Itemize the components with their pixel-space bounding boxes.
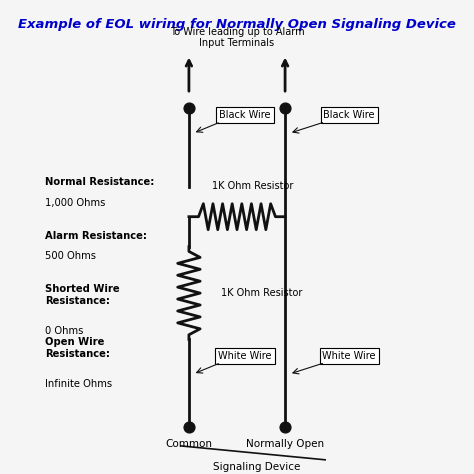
Text: Signaling Device: Signaling Device xyxy=(213,462,301,472)
Point xyxy=(185,104,193,112)
Text: Example of EOL wiring for Normally Open Signaling Device: Example of EOL wiring for Normally Open … xyxy=(18,18,456,31)
Text: Alarm Resistance:: Alarm Resistance: xyxy=(45,230,146,241)
Text: 1K Ohm Resistor: 1K Ohm Resistor xyxy=(221,288,302,298)
Point xyxy=(185,424,193,431)
Text: Normally Open: Normally Open xyxy=(246,439,324,449)
Text: Normal Resistance:: Normal Resistance: xyxy=(45,177,154,187)
Text: Shorted Wire
Resistance:: Shorted Wire Resistance: xyxy=(45,284,119,306)
Text: White Wire: White Wire xyxy=(322,351,376,361)
Text: 0 Ohms: 0 Ohms xyxy=(45,326,83,336)
Text: Black Wire: Black Wire xyxy=(219,110,271,120)
Text: Common: Common xyxy=(165,439,212,449)
Point xyxy=(281,104,289,112)
Text: 1K Ohm Resistor: 1K Ohm Resistor xyxy=(212,181,294,191)
Text: Open Wire
Resistance:: Open Wire Resistance: xyxy=(45,337,109,359)
Text: Black Wire: Black Wire xyxy=(323,110,375,120)
Text: Infinite Ohms: Infinite Ohms xyxy=(45,379,112,389)
Text: 500 Ohms: 500 Ohms xyxy=(45,251,96,262)
Point xyxy=(281,424,289,431)
Text: White Wire: White Wire xyxy=(218,351,272,361)
Text: To Wire leading up to Alarm
Input Terminals: To Wire leading up to Alarm Input Termin… xyxy=(170,27,304,48)
Text: 1,000 Ohms: 1,000 Ohms xyxy=(45,198,105,208)
